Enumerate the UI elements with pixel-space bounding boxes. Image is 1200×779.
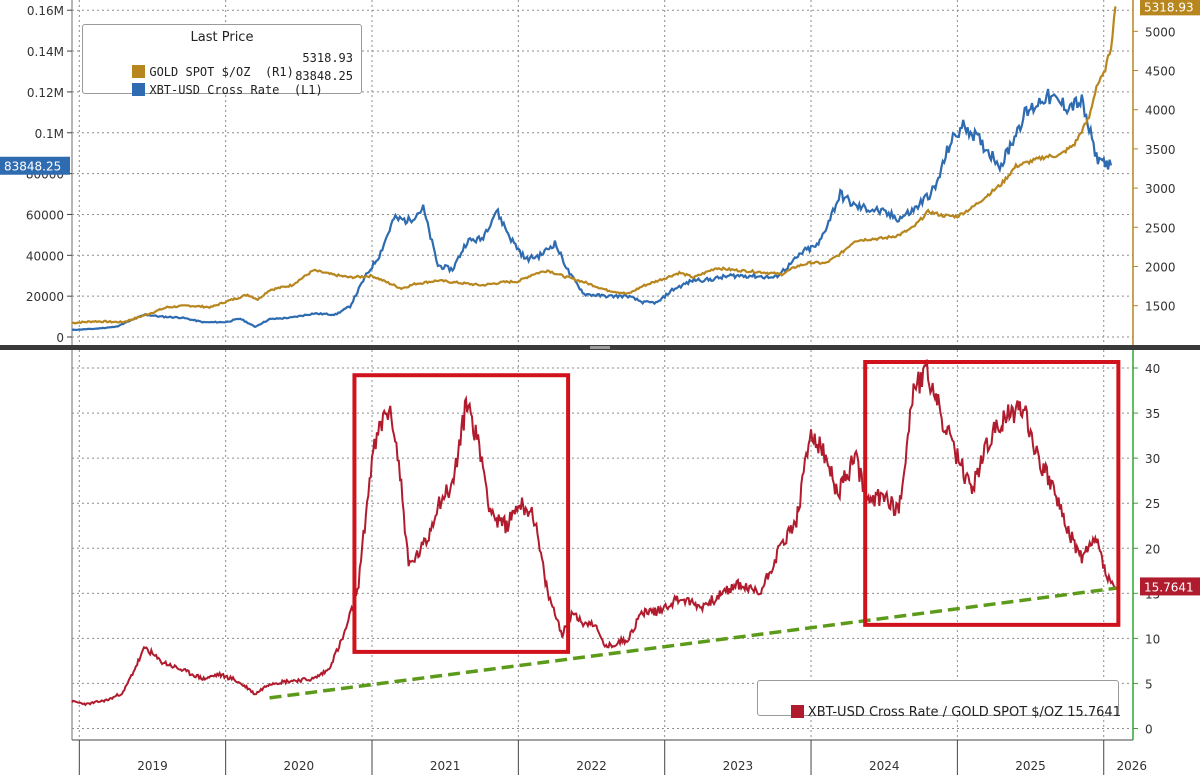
y-tick-label-right: 3500 bbox=[1145, 143, 1176, 157]
legend-btc-label: XBT-USD Cross Rate (L1) bbox=[149, 83, 323, 97]
y-tick-label-left: 0.16M bbox=[27, 4, 64, 18]
y-tick-label-lower: 35 bbox=[1145, 407, 1160, 421]
y-tick-label-left: 0.1M bbox=[35, 127, 64, 141]
y-tick-label-right: 4000 bbox=[1145, 104, 1176, 118]
btc-last-flag: 83848.25 bbox=[4, 160, 61, 174]
x-tick-label: 2025 bbox=[1015, 759, 1046, 773]
x-tick-label: 2023 bbox=[723, 759, 754, 773]
legend-item-btc: XBT-USD Cross Rate (L1) bbox=[89, 69, 323, 111]
legend-ratio-label: XBT-USD Cross Rate / GOLD SPOT $/OZ 15.7… bbox=[807, 705, 1121, 720]
y-tick-label-left: 40000 bbox=[26, 249, 64, 263]
gold-last-flag: 5318.93 bbox=[1144, 0, 1194, 14]
y-tick-label-right: 1500 bbox=[1145, 300, 1176, 314]
y-tick-label-lower: 25 bbox=[1145, 497, 1160, 511]
y-tick-label-lower: 40 bbox=[1145, 362, 1160, 376]
x-tick-label: 2022 bbox=[576, 759, 607, 773]
ratio-swatch bbox=[790, 705, 804, 718]
divider-grip bbox=[590, 346, 610, 349]
legend-item-ratio: XBT-USD Cross Rate / GOLD SPOT $/OZ 15.7… bbox=[766, 690, 1121, 735]
gold-swatch bbox=[132, 65, 146, 78]
y-tick-label-right: 2000 bbox=[1145, 260, 1176, 274]
y-tick-label-left: 20000 bbox=[26, 290, 64, 304]
legend-lower: XBT-USD Cross Rate / GOLD SPOT $/OZ 15.7… bbox=[757, 680, 1121, 720]
trendline bbox=[269, 586, 1119, 700]
y-tick-label-left: 0.14M bbox=[27, 45, 64, 59]
y-tick-label-right: 4500 bbox=[1145, 65, 1176, 79]
y-tick-label-left: 60000 bbox=[26, 208, 64, 222]
y-tick-label-lower: 30 bbox=[1145, 452, 1160, 466]
y-tick-label-right: 2500 bbox=[1145, 221, 1176, 235]
ratio-last-flag-bg bbox=[1140, 577, 1200, 596]
highlight-box-2 bbox=[863, 360, 1121, 627]
legend-gold-value: 5318.93 bbox=[302, 51, 353, 65]
y-tick-label-left: 0 bbox=[56, 331, 64, 345]
x-tick-label: 2021 bbox=[430, 759, 461, 773]
ratio-last-flag: 15.7641 bbox=[1144, 580, 1194, 594]
legend-item-gold: GOLD SPOT $/OZ (R1) bbox=[89, 51, 294, 93]
y-tick-label-lower: 10 bbox=[1145, 632, 1160, 646]
highlight-box-1 bbox=[352, 373, 571, 654]
legend-upper: Last Price GOLD SPOT $/OZ (R1) 5318.93 X… bbox=[82, 24, 362, 97]
y-tick-label-lower: 20 bbox=[1145, 542, 1160, 556]
y-tick-label-lower: 5 bbox=[1145, 677, 1153, 691]
series-line-ratio bbox=[71, 359, 1117, 707]
btc-last-flag-bg bbox=[0, 156, 70, 175]
x-tick-label: 2026 bbox=[1116, 759, 1147, 773]
series-line-xbt-usd bbox=[71, 88, 1113, 332]
legend-gold-label: GOLD SPOT $/OZ (R1) bbox=[149, 65, 294, 79]
x-tick-label: 2024 bbox=[869, 759, 900, 773]
series-line-gold-spot bbox=[71, 6, 1117, 325]
y-tick-label-left: 0.12M bbox=[27, 86, 64, 100]
legend-btc-value: 83848.25 bbox=[295, 69, 353, 83]
y-tick-label-right: 3000 bbox=[1145, 182, 1176, 196]
x-tick-label: 2020 bbox=[284, 759, 315, 773]
btc-swatch bbox=[132, 83, 146, 96]
x-tick-label: 2019 bbox=[137, 759, 168, 773]
legend-upper-title: Last Price bbox=[190, 30, 254, 45]
y-tick-label-right: 5000 bbox=[1145, 25, 1176, 39]
gold-last-flag-bg bbox=[1140, 0, 1200, 16]
y-tick-label-lower: 0 bbox=[1145, 722, 1153, 736]
